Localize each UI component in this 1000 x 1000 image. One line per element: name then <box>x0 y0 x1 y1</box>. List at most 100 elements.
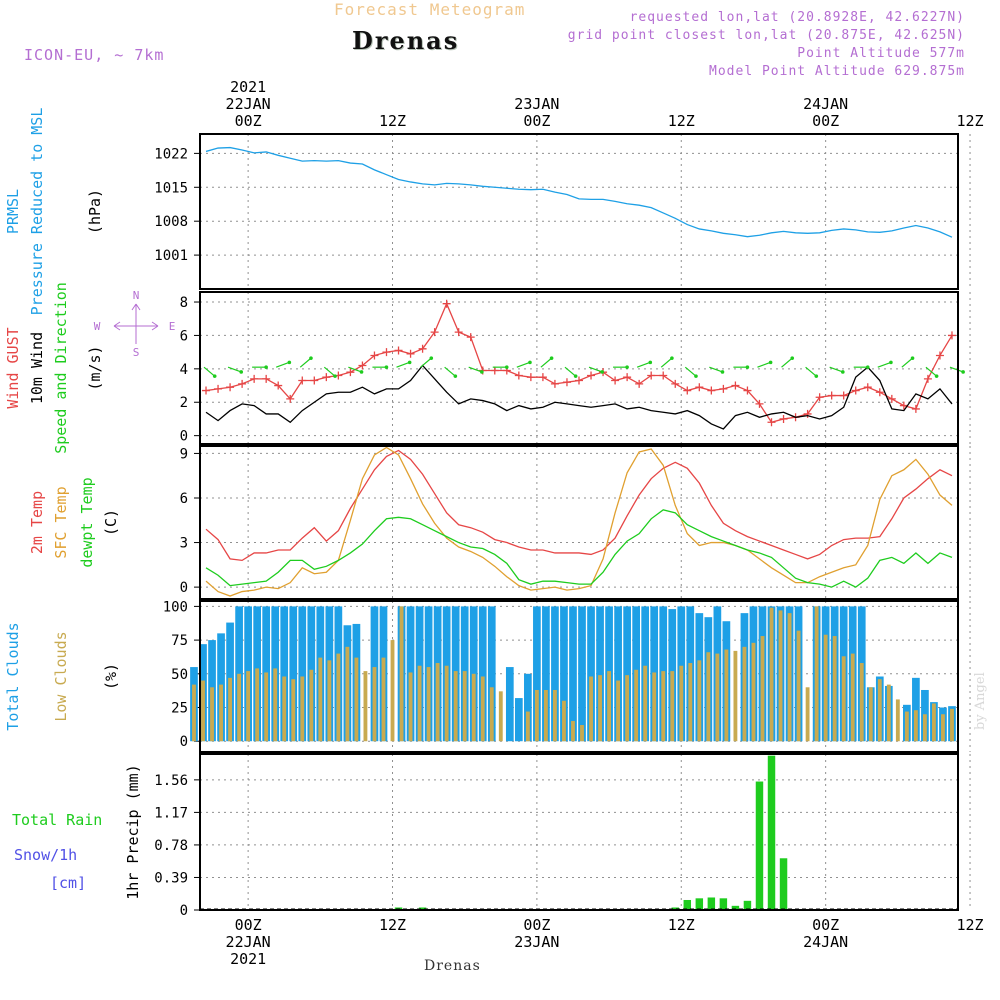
precip-snow-unit-label: [cm] <box>50 874 86 892</box>
wind-arrow-head <box>309 356 313 360</box>
low-cloud-bar <box>336 653 341 742</box>
wind-arrow-head <box>720 370 725 374</box>
top-time-label: 12Z <box>379 112 406 130</box>
wind-arrow-shaft <box>203 366 216 377</box>
series-line-dewpt-temp <box>205 509 953 588</box>
low-cloud-bar <box>201 680 205 742</box>
rain-bar <box>707 897 716 910</box>
total-cloud-bar <box>280 606 289 742</box>
wind-direction-arrow <box>949 366 965 374</box>
wind-direction-arrow <box>660 356 674 368</box>
wind-arrow-head <box>745 365 750 369</box>
low-cloud-bar <box>823 634 828 742</box>
gust-marker <box>466 333 475 342</box>
low-cloud-bar <box>255 668 260 742</box>
bottom-time-label: 12Z <box>379 916 406 934</box>
top-time-label: 12Z <box>956 112 983 130</box>
low-cloud-bar <box>309 669 314 742</box>
gust-marker <box>779 414 788 423</box>
wind-direction-arrow <box>709 366 725 374</box>
total-cloud-bar <box>487 606 496 742</box>
rain-bar <box>683 899 692 910</box>
wind-arrow-head <box>528 360 532 365</box>
wind-arrow-head <box>407 360 412 365</box>
gust-marker <box>538 373 547 382</box>
low-cloud-bar <box>562 700 566 742</box>
series-line-2m-temp <box>205 449 953 562</box>
low-cloud-bar <box>553 689 557 742</box>
gust-marker <box>575 376 583 385</box>
panel-frame <box>199 133 959 290</box>
total-cloud-bar <box>298 606 307 742</box>
low-cloud-bar <box>886 684 891 742</box>
gust-marker <box>635 379 644 388</box>
y-tick-label: 75 <box>171 633 188 649</box>
bottom-time-label: 00Z <box>235 916 262 934</box>
side-label-pressure: (hPa) <box>86 189 104 234</box>
wind-arrow-shaft <box>925 366 937 377</box>
wind-arrow-head <box>573 374 578 378</box>
wind-arrow-head <box>934 374 939 378</box>
wind-direction-arrow <box>853 365 870 369</box>
low-cloud-bar <box>778 610 783 742</box>
low-cloud-bar <box>426 667 431 742</box>
low-cloud-bar <box>796 630 801 742</box>
panel-temperature: 0 3 6 9 2m Temp SFC Temp dewpt Temp (C) <box>28 445 971 600</box>
wind-arrow-shaft <box>660 357 673 368</box>
side-label-temperature: dewpt Temp <box>78 477 96 567</box>
wind-arrow-shaft <box>444 366 456 377</box>
side-label-wind: Wind GUST <box>4 327 22 408</box>
low-cloud-bar <box>480 676 485 742</box>
wind-arrow-shaft <box>396 361 410 368</box>
low-cloud-bar <box>192 684 196 742</box>
gust-marker <box>214 384 223 393</box>
low-cloud-bar <box>219 684 223 742</box>
low-cloud-bar <box>318 657 323 742</box>
wind-arrow-head <box>694 374 698 378</box>
wind-arrow-shaft <box>877 361 892 368</box>
panel-wind: 0 2 4 6 8 Wind GUST 10m Wind Speed and Directio… <box>4 282 971 454</box>
side-label-temperature: 2m Temp <box>28 491 46 554</box>
side-label-wind: Speed and Direction <box>52 282 70 454</box>
low-cloud-bar <box>697 660 702 742</box>
panel-pressure: 1001 1008 1015 1022 PRMSL Pressure Reduced to… <box>4 108 971 316</box>
low-cloud-bar <box>932 703 936 742</box>
low-cloud-bar <box>571 720 575 742</box>
gust-marker <box>226 383 235 392</box>
low-cloud-bar <box>859 663 864 742</box>
wind-arrow-head <box>814 374 819 378</box>
low-cloud-bar <box>372 667 377 742</box>
low-cloud-bar <box>950 708 954 742</box>
wind-arrow-shaft <box>299 357 312 368</box>
low-cloud-bar <box>805 687 810 742</box>
wind-arrow-shaft <box>949 366 964 373</box>
low-cloud-bar <box>877 679 882 742</box>
y-tick-label: 1015 <box>154 180 188 196</box>
low-cloud-bar <box>670 671 675 742</box>
gust-marker <box>418 344 427 353</box>
y-tick-label: 0 <box>180 580 188 596</box>
station-title: Drenas <box>352 26 460 55</box>
total-cloud-bar <box>524 673 532 742</box>
y-tick-label: 25 <box>171 701 188 717</box>
low-cloud-bar <box>904 711 909 742</box>
gust-marker <box>671 379 680 388</box>
wind-direction-arrow <box>396 360 412 368</box>
wind-arrow-head <box>504 365 509 369</box>
wind-arrow-head <box>790 356 795 360</box>
wind-direction-arrow <box>444 366 458 378</box>
wind-arrow-head <box>670 356 674 360</box>
low-cloud-bar <box>760 636 765 742</box>
wind-arrow-shaft <box>636 361 651 368</box>
bottom-time-label: 00Z <box>812 916 839 934</box>
model-point-altitude: Model Point Altitude 629.875m <box>709 64 965 79</box>
low-cloud-bar <box>489 687 494 742</box>
low-cloud-bar <box>769 607 774 742</box>
top-time-label: 22JAN <box>226 95 271 113</box>
side-label-pressure: Pressure Reduced to MSL <box>28 108 46 316</box>
wind-arrow-head <box>865 365 870 369</box>
low-cloud-bar <box>868 687 873 742</box>
precip-rain-label: Total Rain <box>12 811 102 829</box>
bottom-time-label: 24JAN <box>803 933 848 951</box>
